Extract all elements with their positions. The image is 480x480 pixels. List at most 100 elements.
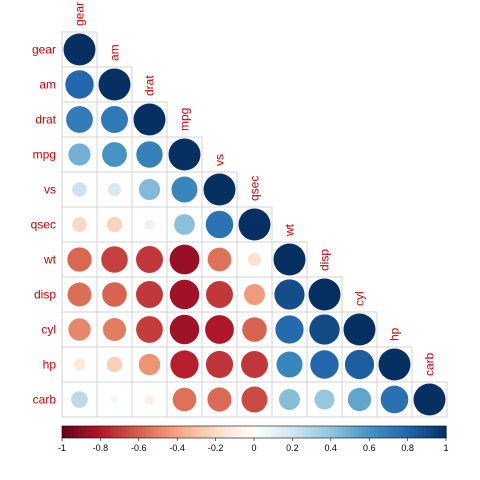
- colorbar-tick-label: -0.4: [169, 443, 185, 453]
- colorbar-segment: [342, 426, 347, 438]
- corr-circle-hp-disp: [310, 350, 339, 379]
- corr-circle-carb-vs: [207, 387, 232, 412]
- colorbar-segment: [314, 426, 319, 438]
- corr-circle-hp-mpg: [170, 350, 199, 379]
- corr-circle-drat-am: [101, 106, 128, 133]
- column-labels: gear am drat mpg vs qsec wt disp cyl hp carb: [73, 2, 437, 376]
- colorbar-segment: [278, 426, 283, 438]
- colorbar-segment: [386, 426, 391, 438]
- colorbar-segment: [298, 426, 303, 438]
- colorbar-segment: [86, 426, 91, 438]
- colorbar-tick-label: 0.6: [363, 443, 376, 453]
- colorbar-segment: [166, 426, 171, 438]
- colorbar-segment: [230, 426, 235, 438]
- colorbar-tick-label: -0.6: [131, 443, 147, 453]
- colorbar-segment: [214, 426, 219, 438]
- colorbar-segment: [406, 426, 411, 438]
- colorbar-segment: [178, 426, 183, 438]
- corr-circle-disp-drat: [136, 281, 163, 308]
- corr-circle-mpg-drat: [136, 141, 163, 168]
- colorbar-segment: [262, 426, 267, 438]
- colorbar-segment: [258, 426, 263, 438]
- corr-circle-cyl-am: [102, 317, 127, 342]
- colorbar-segment: [334, 426, 339, 438]
- colorbar-segment: [198, 426, 203, 438]
- corr-circle-hp-gear: [73, 358, 86, 371]
- colorbar-segment: [394, 426, 399, 438]
- colorbar-segment: [202, 426, 207, 438]
- corr-circle-cyl-cyl: [343, 313, 376, 346]
- corr-circle-drat-gear: [66, 106, 93, 133]
- colorbar-segment: [122, 426, 127, 438]
- colorbar-segment: [306, 426, 311, 438]
- colorbar-segment: [62, 426, 67, 438]
- corr-circle-wt-wt: [273, 243, 306, 276]
- colorbar-tick-label: 0.4: [325, 443, 338, 453]
- colorbar-segment: [74, 426, 79, 438]
- colorbar-segment: [250, 426, 255, 438]
- colorbar-segment: [242, 426, 247, 438]
- corr-circle-wt-vs: [207, 247, 232, 272]
- corr-circle-qsec-vs: [205, 210, 234, 239]
- corr-circle-hp-vs: [205, 350, 234, 379]
- colorbar-segment: [190, 426, 195, 438]
- colorbar: -1 -0.8 -0.6 -0.4 -0.2 0 0.2 0.4 0.6 0.8 1: [58, 425, 449, 453]
- column-label-qsec: qsec: [248, 176, 262, 201]
- corr-circle-hp-wt: [276, 351, 303, 378]
- column-label-carb: carb: [423, 352, 437, 376]
- row-label-disp: disp: [34, 288, 56, 302]
- corr-circle-disp-disp: [308, 278, 341, 311]
- colorbar-segment: [382, 426, 387, 438]
- colorbar-tick-label: 0.2: [286, 443, 299, 453]
- colorbar-segment: [234, 426, 239, 438]
- colorbar-segment: [266, 426, 271, 438]
- colorbar-segment: [146, 426, 151, 438]
- corr-circle-disp-am: [102, 282, 127, 307]
- corr-circle-hp-drat: [138, 353, 161, 376]
- circle-layer: [63, 33, 446, 416]
- colorbar-segment: [402, 426, 407, 438]
- corr-circle-carb-wt: [279, 389, 300, 410]
- corr-circle-cyl-gear: [68, 318, 91, 341]
- corr-circle-qsec-drat: [144, 219, 155, 230]
- column-label-cyl: cyl: [353, 291, 367, 306]
- row-label-qsec: qsec: [31, 218, 56, 232]
- colorbar-segment: [294, 426, 299, 438]
- colorbar-segment: [170, 426, 175, 438]
- row-label-carb: carb: [33, 393, 57, 407]
- colorbar-segment: [318, 426, 323, 438]
- corr-circle-cyl-drat: [136, 316, 163, 343]
- column-label-drat: drat: [143, 75, 157, 96]
- colorbar-segment: [90, 426, 95, 438]
- corr-circle-carb-drat: [144, 394, 155, 405]
- colorbar-segment: [82, 426, 87, 438]
- corr-circle-qsec-am: [106, 216, 123, 233]
- colorbar-segment: [94, 426, 99, 438]
- colorbar-segment: [378, 426, 383, 438]
- colorbar-segment: [154, 426, 159, 438]
- corr-circle-hp-qsec: [241, 351, 268, 378]
- corr-circle-mpg-am: [102, 142, 127, 167]
- corr-circle-vs-drat: [138, 178, 161, 201]
- column-label-am: am: [108, 44, 122, 61]
- corr-circle-carb-disp: [314, 389, 335, 410]
- colorbar-segment: [114, 426, 119, 438]
- colorbar-segment: [350, 426, 355, 438]
- colorbar-segment: [182, 426, 187, 438]
- row-label-vs: vs: [44, 183, 56, 197]
- corr-circle-disp-mpg: [169, 279, 200, 310]
- colorbar-segment: [430, 426, 435, 438]
- corr-circle-hp-cyl: [344, 349, 375, 380]
- colorbar-segment: [286, 426, 291, 438]
- row-label-wt: wt: [43, 253, 57, 267]
- colorbar-segment: [398, 426, 403, 438]
- colorbar-segment: [210, 426, 215, 438]
- colorbar-tick-label: -1: [58, 443, 66, 453]
- row-label-drat: drat: [35, 113, 56, 127]
- corr-circle-wt-mpg: [169, 244, 200, 275]
- colorbar-segment: [274, 426, 279, 438]
- corr-circle-cyl-vs: [205, 315, 234, 344]
- corr-circle-carb-qsec: [241, 386, 268, 413]
- column-label-mpg: mpg: [178, 108, 192, 131]
- colorbar-segment: [338, 426, 343, 438]
